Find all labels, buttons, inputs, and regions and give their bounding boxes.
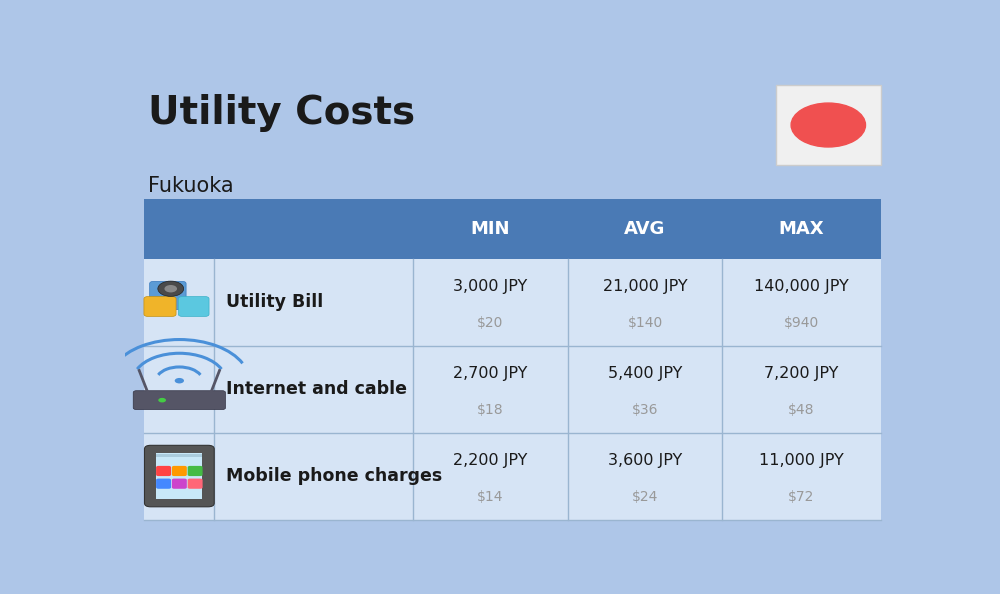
Text: $18: $18 [477,403,504,417]
Circle shape [158,398,166,403]
FancyBboxPatch shape [144,346,881,432]
Circle shape [164,285,177,292]
Text: 3,600 JPY: 3,600 JPY [608,453,682,467]
Text: 140,000 JPY: 140,000 JPY [754,279,849,294]
Text: 5,400 JPY: 5,400 JPY [608,366,682,381]
FancyBboxPatch shape [156,454,202,457]
Text: AVG: AVG [624,220,666,238]
FancyBboxPatch shape [144,432,881,520]
Text: 3,000 JPY: 3,000 JPY [453,279,528,294]
Circle shape [175,378,184,384]
Text: Fukuoka: Fukuoka [148,176,234,197]
FancyBboxPatch shape [156,466,171,476]
Text: Internet and cable: Internet and cable [226,380,407,398]
Text: 2,200 JPY: 2,200 JPY [453,453,528,467]
FancyBboxPatch shape [156,479,171,489]
FancyBboxPatch shape [150,282,186,309]
Text: MAX: MAX [779,220,824,238]
Circle shape [791,103,866,147]
Text: 2,700 JPY: 2,700 JPY [453,366,528,381]
Text: MIN: MIN [471,220,510,238]
Text: 11,000 JPY: 11,000 JPY [759,453,844,467]
Text: $36: $36 [632,403,658,417]
FancyBboxPatch shape [188,466,203,476]
FancyBboxPatch shape [178,296,209,317]
FancyBboxPatch shape [776,85,881,165]
Text: $20: $20 [477,316,504,330]
FancyBboxPatch shape [172,479,187,489]
Text: Utility Costs: Utility Costs [148,94,415,132]
FancyBboxPatch shape [156,453,202,499]
Text: $14: $14 [477,489,504,504]
FancyBboxPatch shape [188,479,203,489]
FancyBboxPatch shape [133,391,225,410]
Text: 21,000 JPY: 21,000 JPY [603,279,687,294]
FancyBboxPatch shape [144,259,881,346]
Text: $24: $24 [632,489,658,504]
Text: $140: $140 [627,316,663,330]
Circle shape [158,281,184,296]
Text: 7,200 JPY: 7,200 JPY [764,366,839,381]
FancyBboxPatch shape [144,296,176,317]
Text: $940: $940 [784,316,819,330]
Text: $72: $72 [788,489,815,504]
FancyBboxPatch shape [144,200,881,259]
Text: Utility Bill: Utility Bill [226,293,323,311]
FancyBboxPatch shape [144,446,214,507]
Text: $48: $48 [788,403,815,417]
Text: Mobile phone charges: Mobile phone charges [226,467,442,485]
FancyBboxPatch shape [172,466,187,476]
